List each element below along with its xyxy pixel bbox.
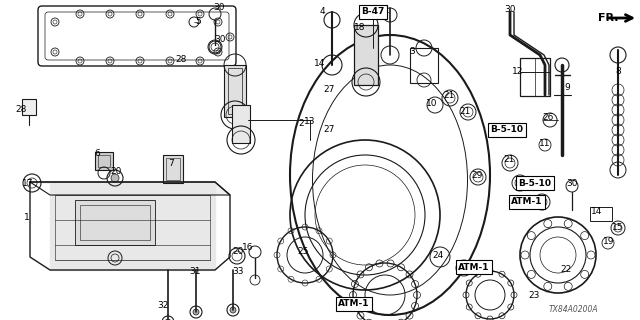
Text: 28: 28 <box>15 105 27 114</box>
Bar <box>232 105 250 143</box>
Bar <box>224 65 246 117</box>
Text: 27: 27 <box>535 196 547 204</box>
Text: 21: 21 <box>515 178 527 187</box>
Text: 8: 8 <box>615 67 621 76</box>
Bar <box>520 58 550 96</box>
Text: 4: 4 <box>319 7 325 17</box>
Text: 21: 21 <box>460 107 470 116</box>
Text: 2: 2 <box>298 118 304 127</box>
Text: 14: 14 <box>591 206 603 215</box>
Text: 27: 27 <box>323 125 335 134</box>
Text: 1: 1 <box>24 213 30 222</box>
Text: 20: 20 <box>110 167 122 177</box>
Text: B-5-10: B-5-10 <box>518 179 552 188</box>
Text: FR.: FR. <box>598 13 618 23</box>
Polygon shape <box>30 182 230 195</box>
Text: 29: 29 <box>458 261 468 270</box>
Bar <box>228 68 242 114</box>
Text: 30: 30 <box>214 35 226 44</box>
Text: 21: 21 <box>444 91 454 100</box>
Text: 27: 27 <box>323 85 335 94</box>
Text: 14: 14 <box>314 60 326 68</box>
Circle shape <box>165 319 171 320</box>
Text: ATM-1: ATM-1 <box>511 197 543 206</box>
Text: 6: 6 <box>94 149 100 158</box>
Bar <box>80 205 150 240</box>
Text: 34: 34 <box>378 7 390 17</box>
Text: TX84A0200A: TX84A0200A <box>548 305 598 314</box>
Text: B-5-10: B-5-10 <box>490 125 524 134</box>
Bar <box>163 155 183 183</box>
Text: 17: 17 <box>22 179 34 188</box>
Text: 31: 31 <box>189 267 201 276</box>
Bar <box>166 158 180 180</box>
Bar <box>354 25 378 85</box>
Text: 30: 30 <box>504 5 516 14</box>
Text: 10: 10 <box>426 100 438 108</box>
Bar <box>98 155 110 167</box>
Text: 24: 24 <box>433 251 444 260</box>
Text: 9: 9 <box>564 83 570 92</box>
Text: 15: 15 <box>612 223 624 233</box>
Bar <box>590 207 612 221</box>
Text: 20: 20 <box>232 247 244 257</box>
Text: 29: 29 <box>471 171 483 180</box>
Text: 23: 23 <box>528 292 540 300</box>
Text: 16: 16 <box>243 244 253 252</box>
Text: 19: 19 <box>604 237 615 246</box>
Circle shape <box>193 309 199 315</box>
Bar <box>95 152 113 170</box>
Text: 5: 5 <box>195 17 201 26</box>
Text: 25: 25 <box>298 247 308 257</box>
Text: 12: 12 <box>512 68 524 76</box>
Text: ATM-1: ATM-1 <box>458 262 490 271</box>
Text: 18: 18 <box>355 22 365 31</box>
Text: 26: 26 <box>542 114 554 123</box>
Circle shape <box>230 307 236 313</box>
Text: 22: 22 <box>561 266 572 275</box>
Text: 7: 7 <box>168 158 174 167</box>
Polygon shape <box>50 182 215 270</box>
Text: 21: 21 <box>503 156 515 164</box>
Bar <box>22 99 36 115</box>
Text: 3: 3 <box>409 46 415 55</box>
Text: 30: 30 <box>213 4 225 12</box>
Text: 13: 13 <box>304 117 316 126</box>
Text: B-47: B-47 <box>362 7 385 17</box>
Bar <box>75 200 155 245</box>
Circle shape <box>111 174 119 182</box>
Bar <box>410 48 438 83</box>
Text: 33: 33 <box>232 267 244 276</box>
Text: 11: 11 <box>540 139 551 148</box>
Text: 30: 30 <box>566 180 578 188</box>
Text: 28: 28 <box>175 54 187 63</box>
Text: 32: 32 <box>157 300 169 309</box>
Text: 29: 29 <box>352 299 364 308</box>
Text: ATM-1: ATM-1 <box>339 300 370 308</box>
